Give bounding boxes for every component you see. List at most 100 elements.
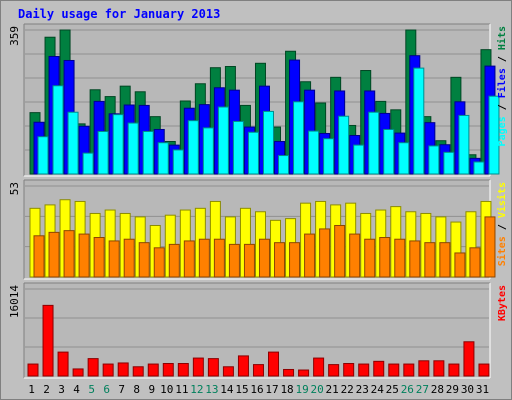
bar-kbytes-day-24 bbox=[373, 360, 385, 377]
bar-kbytes-day-20 bbox=[313, 357, 325, 377]
panel-legend: KBytes bbox=[497, 285, 508, 321]
bar-sites-day-3 bbox=[63, 230, 75, 278]
legend-separator: / bbox=[497, 98, 508, 116]
bar-pages-day-26 bbox=[413, 67, 425, 175]
bar-sites-day-29 bbox=[454, 252, 466, 278]
bar-pages-day-10 bbox=[172, 149, 184, 175]
bar-pages-day-4 bbox=[82, 152, 94, 175]
x-tick-label: 31 bbox=[476, 383, 489, 396]
bar-sites-day-6 bbox=[108, 240, 120, 278]
x-tick-label: 20 bbox=[311, 383, 324, 396]
bar-pages-day-17 bbox=[278, 155, 290, 175]
chart-title: Daily usage for January 2013 bbox=[18, 7, 220, 21]
bar-pages-day-24 bbox=[383, 128, 395, 175]
bar-pages-day-27 bbox=[428, 145, 440, 175]
bar-kbytes-day-7 bbox=[117, 362, 129, 377]
x-tick-label: 30 bbox=[461, 383, 474, 396]
bar-kbytes-day-2 bbox=[42, 304, 54, 377]
bar-pages-day-21 bbox=[338, 115, 350, 175]
bar-pages-day-5 bbox=[97, 130, 109, 175]
bar-kbytes-day-4 bbox=[72, 368, 84, 377]
bar-sites-day-9 bbox=[153, 247, 165, 278]
x-tick-label: 13 bbox=[205, 383, 218, 396]
x-tick-label: 4 bbox=[73, 383, 80, 396]
bar-kbytes-day-31 bbox=[478, 363, 490, 377]
x-axis-labels: 1 2 3 4 5 6 7 8 9 10 11 12 13 14 15 16 17 18 19 20 21 22 23 24 2… bbox=[28, 383, 489, 396]
bar-kbytes-day-5 bbox=[87, 358, 99, 377]
x-tick-label: 11 bbox=[175, 383, 188, 396]
bar-pages-day-9 bbox=[157, 142, 169, 175]
bar-sites-day-11 bbox=[183, 240, 195, 278]
bar-sites-day-18 bbox=[289, 242, 301, 278]
bar-kbytes-day-11 bbox=[177, 363, 189, 377]
y-max-label: 359 bbox=[8, 26, 21, 46]
bar-kbytes-day-28 bbox=[433, 360, 445, 377]
bar-sites-day-13 bbox=[213, 238, 225, 278]
series-sites bbox=[33, 216, 496, 278]
bar-kbytes-day-14 bbox=[222, 366, 234, 377]
bar-kbytes-day-10 bbox=[162, 363, 174, 377]
y-max-label: 53 bbox=[8, 182, 21, 195]
x-tick-label: 27 bbox=[416, 383, 429, 396]
bar-kbytes-day-22 bbox=[343, 363, 355, 377]
legend-item-hits: Hits bbox=[496, 26, 508, 50]
bar-pages-day-31 bbox=[488, 95, 500, 175]
x-tick-label: 22 bbox=[341, 383, 354, 396]
panel-1: 359 Pages / Files / Hits bbox=[8, 23, 508, 177]
bar-kbytes-day-27 bbox=[418, 360, 430, 377]
bar-kbytes-day-6 bbox=[102, 363, 114, 377]
bar-pages-day-14 bbox=[232, 120, 244, 175]
bar-sites-day-26 bbox=[409, 240, 421, 278]
bar-sites-day-7 bbox=[123, 238, 135, 278]
bar-kbytes-day-21 bbox=[328, 364, 340, 377]
x-tick-label: 14 bbox=[220, 383, 234, 396]
bar-kbytes-day-12 bbox=[192, 357, 204, 377]
x-tick-label: 7 bbox=[118, 383, 125, 396]
x-tick-label: 29 bbox=[446, 383, 459, 396]
bar-kbytes-day-8 bbox=[132, 366, 144, 377]
bar-pages-day-28 bbox=[443, 151, 455, 175]
bar-sites-day-23 bbox=[364, 238, 376, 278]
x-tick-label: 18 bbox=[280, 383, 293, 396]
bar-pages-day-20 bbox=[323, 138, 335, 175]
panel-legend: Sites / Visits bbox=[496, 182, 508, 266]
panel-2: 53 Sites / Visits bbox=[8, 179, 508, 280]
bar-pages-day-11 bbox=[187, 120, 199, 175]
bar-kbytes-day-18 bbox=[283, 368, 295, 377]
bar-kbytes-day-29 bbox=[448, 363, 460, 377]
bar-pages-day-7 bbox=[127, 122, 139, 175]
bar-sites-day-10 bbox=[168, 243, 180, 278]
panel-3: 16014 KBytes bbox=[8, 282, 508, 379]
x-tick-label: 23 bbox=[356, 383, 369, 396]
x-tick-label: 8 bbox=[133, 383, 140, 396]
x-tick-label: 19 bbox=[295, 383, 308, 396]
bar-kbytes-day-30 bbox=[463, 341, 475, 377]
x-tick-label: 28 bbox=[431, 383, 444, 396]
bar-sites-day-2 bbox=[48, 231, 60, 278]
bar-pages-day-30 bbox=[473, 161, 485, 175]
series-pages bbox=[37, 67, 500, 175]
x-tick-label: 15 bbox=[235, 383, 248, 396]
legend-item-pages: Pages bbox=[497, 116, 508, 146]
plot-area bbox=[24, 283, 490, 378]
x-tick-label: 21 bbox=[326, 383, 339, 396]
bar-pages-day-15 bbox=[247, 131, 259, 175]
bar-kbytes-day-16 bbox=[252, 364, 264, 377]
bar-sites-day-25 bbox=[394, 238, 406, 278]
x-tick-label: 10 bbox=[160, 383, 173, 396]
bar-sites-day-31 bbox=[484, 216, 496, 278]
x-tick-label: 3 bbox=[58, 383, 65, 396]
bar-sites-day-12 bbox=[198, 238, 210, 278]
bar-pages-day-19 bbox=[308, 130, 320, 175]
bar-pages-day-13 bbox=[217, 106, 229, 175]
x-tick-label: 6 bbox=[103, 383, 110, 396]
bar-sites-day-17 bbox=[274, 242, 286, 278]
x-tick-label: 16 bbox=[250, 383, 263, 396]
bar-kbytes-day-19 bbox=[298, 369, 310, 377]
legend-item-sites: Sites bbox=[496, 236, 508, 266]
bar-sites-day-24 bbox=[379, 237, 391, 278]
legend-item-kbytes: KBytes bbox=[497, 285, 508, 321]
x-tick-label: 2 bbox=[43, 383, 50, 396]
x-tick-label: 17 bbox=[265, 383, 278, 396]
bar-pages-day-12 bbox=[202, 127, 214, 175]
